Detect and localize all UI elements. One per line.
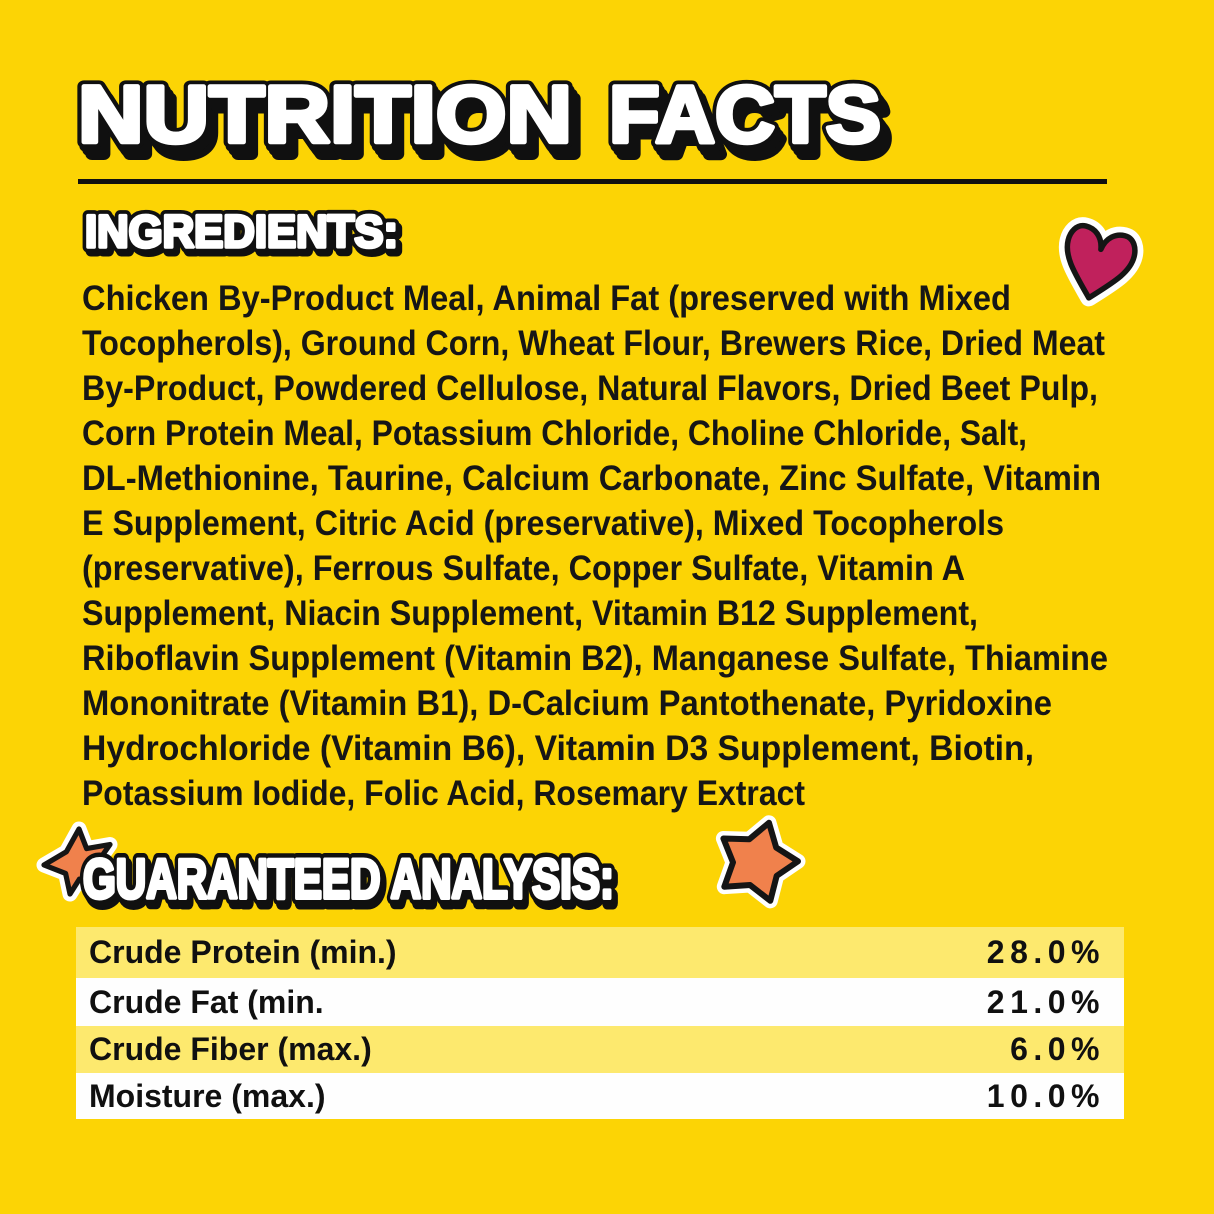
svg-text:By-Product, Powdered Cellulose: By-Product, Powdered Cellulose, Natural … xyxy=(82,369,1098,408)
svg-text:INGREDIENTS:: INGREDIENTS: xyxy=(85,206,398,257)
svg-text:Hydrochloride (Vitamin B6), Vi: Hydrochloride (Vitamin B6), Vitamin D3 S… xyxy=(82,729,1034,768)
svg-text:E Supplement, Citric Acid (pre: E Supplement, Citric Acid (preservative)… xyxy=(82,504,1004,543)
svg-text:FACTS: FACTS xyxy=(614,78,886,168)
svg-text:FACTS: FACTS xyxy=(617,82,889,172)
svg-text:Supplement, Niacin Supplement,: Supplement, Niacin Supplement, Vitamin B… xyxy=(82,594,978,633)
svg-text:(preservative), Ferrous Sulfat: (preservative), Ferrous Sulfate, Copper … xyxy=(82,549,965,588)
svg-text:FACTS: FACTS xyxy=(611,74,883,164)
svg-text:FACTS: FACTS xyxy=(609,70,881,160)
svg-text:INGREDIENTS:: INGREDIENTS: xyxy=(88,210,401,261)
svg-text:NUTRITION: NUTRITION xyxy=(83,78,577,168)
svg-text:DL-Methionine, Taurine, Calciu: DL-Methionine, Taurine, Calcium Carbonat… xyxy=(82,459,1101,498)
svg-text:GUARANTEED ANALYSIS:: GUARANTEED ANALYSIS: xyxy=(83,847,614,910)
svg-text:NUTRITION: NUTRITION xyxy=(78,70,572,160)
svg-text:Riboflavin Supplement (Vitamin: Riboflavin Supplement (Vitamin B2), Mang… xyxy=(82,639,1108,678)
svg-text:GUARANTEED ANALYSIS:: GUARANTEED ANALYSIS: xyxy=(83,847,614,910)
svg-text:Potassium Iodide, Folic Acid,: Potassium Iodide, Folic Acid, Rosemary E… xyxy=(82,774,805,813)
svg-text:NUTRITION: NUTRITION xyxy=(86,82,580,172)
svg-text:GUARANTEED ANALYSIS:: GUARANTEED ANALYSIS: xyxy=(86,852,617,915)
svg-text:Tocopherols), Ground Corn, Whe: Tocopherols), Ground Corn, Wheat Flour, … xyxy=(82,324,1105,363)
svg-text:Chicken By-Product Meal, Anima: Chicken By-Product Meal, Animal Fat (pre… xyxy=(82,279,1011,318)
svg-text:FACTS: FACTS xyxy=(609,70,881,160)
svg-text:Corn Protein Meal, Potassium C: Corn Protein Meal, Potassium Chloride, C… xyxy=(82,414,1027,453)
svg-text:Mononitrate (Vitamin B1), D-Ca: Mononitrate (Vitamin B1), D-Calcium Pant… xyxy=(82,684,1052,723)
svg-text:NUTRITION: NUTRITION xyxy=(80,74,574,164)
svg-text:NUTRITION: NUTRITION xyxy=(78,70,572,160)
svg-text:INGREDIENTS:: INGREDIENTS: xyxy=(85,206,398,257)
